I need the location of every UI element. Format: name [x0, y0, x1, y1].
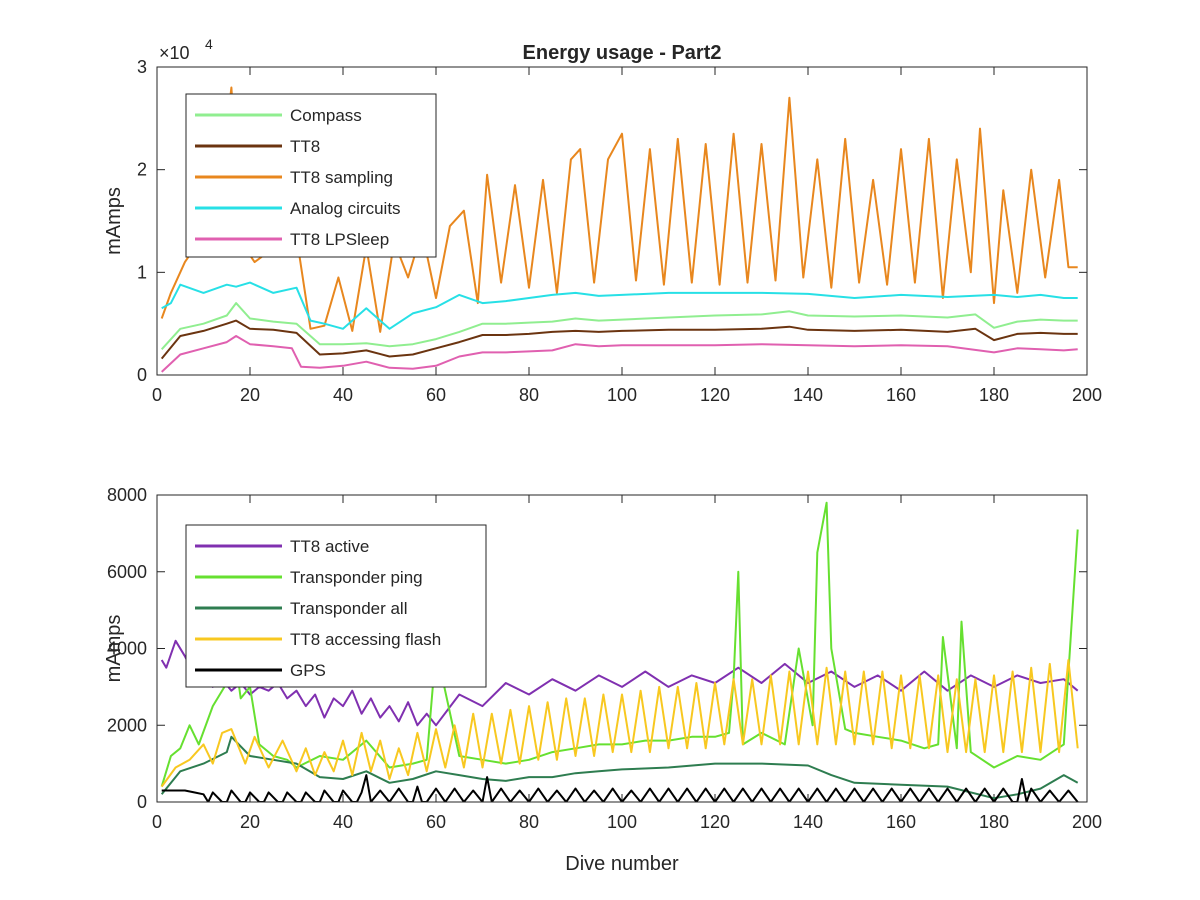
chart-title: Energy usage - Part2 [523, 42, 722, 64]
x-tick-label: 0 [152, 812, 162, 832]
y-tick-label: 0 [137, 792, 147, 812]
x-tick-label: 20 [240, 385, 260, 405]
bottom-axes: 0 20 40 60 80 100 120 140 160 180 2000200040006000… [103, 485, 1102, 875]
series-line-tt8-sampling [160, 86, 1078, 333]
legend-box [185, 524, 487, 688]
y-tick-label: 6000 [107, 562, 147, 582]
legend-entry-label: Analog circuits [290, 199, 401, 218]
legend-entry-label: GPS [290, 661, 326, 680]
series-line-analog-circuits [161, 281, 1078, 330]
x-tick-label: 20 [240, 812, 260, 832]
series-line-tt8-accessing-flash [160, 659, 1079, 788]
x-tick-label: 0 [152, 385, 162, 405]
legend-entry-label: Transponder ping [290, 568, 423, 587]
legend-entry-label: TT8 active [290, 537, 369, 556]
x-tick-label: 140 [793, 385, 823, 405]
axes-frame [156, 66, 1088, 376]
x-tick-label: 40 [333, 385, 353, 405]
x-tick-label: 160 [886, 812, 916, 832]
y-tick-label: 3 [137, 57, 147, 77]
legend-entry-label: TT8 sampling [290, 168, 393, 187]
legend-entry-label: Transponder all [290, 599, 408, 618]
x-tick-label: 120 [700, 385, 730, 405]
y-axis-label: mAmps [103, 187, 125, 255]
top-axes: 0 20 40 60 80 100 120 140 160 180 200 0 1 2 3 ×10 4 Energ… [103, 36, 1102, 405]
legend-box [185, 93, 437, 258]
legend-entry-label: Compass [290, 106, 362, 125]
legend-entry-label: TT8 LPSleep [290, 230, 389, 249]
x-tick-label: 160 [886, 385, 916, 405]
series-group [160, 86, 1078, 373]
x-tick-label: 80 [519, 385, 539, 405]
x-tick-label: 180 [979, 812, 1009, 832]
y-tick-label: 0 [137, 365, 147, 385]
x-tick-label: 180 [979, 385, 1009, 405]
y-exponent-label: ×10 [159, 43, 190, 63]
legend-entry-label: TT8 accessing flash [290, 630, 441, 649]
x-axis-label: Dive number [565, 853, 679, 875]
y-exponent-power: 4 [205, 36, 213, 52]
x-tick-label: 140 [793, 812, 823, 832]
axes-frame [156, 494, 1088, 803]
x-tick-label: 200 [1072, 812, 1102, 832]
x-tick-label: 60 [426, 385, 446, 405]
x-tick-label: 80 [519, 812, 539, 832]
series-line-tt8 [160, 319, 1078, 360]
x-tick-label: 200 [1072, 385, 1102, 405]
y-tick-label: 2000 [107, 715, 147, 735]
x-tick-label: 100 [607, 385, 637, 405]
series-group [160, 501, 1079, 802]
y-tick-label: 8000 [107, 485, 147, 505]
legend-entry-label: TT8 [290, 137, 320, 156]
series-line-tt8-lpsleep [161, 335, 1078, 373]
legend: Compass TT8 TT8 sampling Analog circuits TT8… [185, 93, 437, 258]
y-tick-label: 4000 [107, 639, 147, 659]
x-tick-label: 100 [607, 812, 637, 832]
series-line-compass [160, 302, 1078, 350]
y-axis-label: mAmps [103, 615, 125, 683]
series-line-gps [161, 774, 1079, 802]
x-tick-label: 40 [333, 812, 353, 832]
legend: TT8 active Transponder ping Transponder al… [185, 524, 487, 688]
y-tick-label: 2 [137, 160, 147, 180]
y-tick-label: 1 [137, 262, 147, 282]
x-tick-label: 60 [426, 812, 446, 832]
x-tick-label: 120 [700, 812, 730, 832]
